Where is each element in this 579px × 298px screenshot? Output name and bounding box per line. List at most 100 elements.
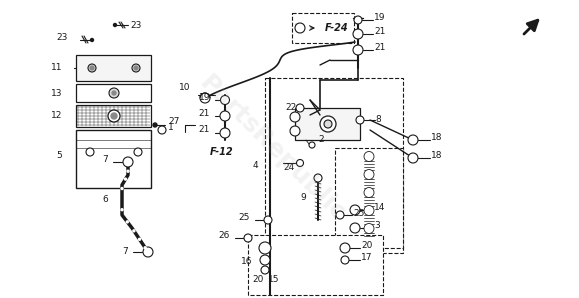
Text: 22: 22 xyxy=(285,103,296,113)
Circle shape xyxy=(112,91,116,95)
Bar xyxy=(76,130,151,188)
Circle shape xyxy=(350,205,360,215)
Circle shape xyxy=(123,157,133,167)
Text: 14: 14 xyxy=(374,204,386,212)
Circle shape xyxy=(158,126,166,134)
Circle shape xyxy=(341,256,349,264)
Circle shape xyxy=(127,161,129,163)
Circle shape xyxy=(354,16,362,24)
Circle shape xyxy=(138,238,141,240)
Circle shape xyxy=(144,247,146,249)
Text: 21: 21 xyxy=(199,125,210,134)
Text: 21: 21 xyxy=(374,44,386,52)
Circle shape xyxy=(126,221,129,223)
Text: 8: 8 xyxy=(375,116,381,125)
Bar xyxy=(76,84,151,102)
Circle shape xyxy=(350,223,360,233)
Text: 27: 27 xyxy=(168,117,179,126)
Text: F-24: F-24 xyxy=(325,23,349,33)
Circle shape xyxy=(220,111,230,121)
Text: 25: 25 xyxy=(239,212,250,221)
Text: 18: 18 xyxy=(431,151,442,161)
Text: 2: 2 xyxy=(318,136,324,145)
Text: 21: 21 xyxy=(199,108,210,117)
Circle shape xyxy=(127,170,129,172)
Text: 12: 12 xyxy=(50,111,62,120)
Circle shape xyxy=(133,230,135,232)
Text: 26: 26 xyxy=(219,232,230,240)
Circle shape xyxy=(353,29,363,39)
Circle shape xyxy=(109,88,119,98)
Circle shape xyxy=(90,66,94,70)
Circle shape xyxy=(132,64,140,72)
Circle shape xyxy=(364,224,374,234)
Text: 24: 24 xyxy=(283,164,294,173)
Text: 23: 23 xyxy=(130,21,141,30)
Circle shape xyxy=(220,128,230,138)
Text: 3: 3 xyxy=(374,221,380,230)
Circle shape xyxy=(364,151,374,162)
Text: PartsRepublic: PartsRepublic xyxy=(195,71,350,227)
Circle shape xyxy=(408,135,418,145)
Circle shape xyxy=(90,38,93,41)
Bar xyxy=(335,148,403,248)
Circle shape xyxy=(260,255,270,265)
Bar xyxy=(76,55,151,81)
Circle shape xyxy=(124,178,127,180)
Circle shape xyxy=(88,64,96,72)
Text: 9: 9 xyxy=(300,193,306,203)
Text: 23: 23 xyxy=(57,33,68,43)
Text: 7: 7 xyxy=(122,248,128,257)
Circle shape xyxy=(121,187,123,190)
Circle shape xyxy=(290,126,300,136)
Text: 18: 18 xyxy=(431,134,442,142)
Circle shape xyxy=(296,159,303,167)
Circle shape xyxy=(134,66,138,70)
Circle shape xyxy=(221,95,229,105)
Bar xyxy=(295,108,360,140)
Text: 6: 6 xyxy=(102,195,108,204)
Circle shape xyxy=(309,142,315,148)
Bar xyxy=(265,78,403,253)
Circle shape xyxy=(113,24,116,27)
Bar xyxy=(248,235,383,295)
Text: 19: 19 xyxy=(374,13,386,23)
Circle shape xyxy=(353,45,363,55)
Circle shape xyxy=(108,110,120,122)
Circle shape xyxy=(134,148,142,156)
Text: 25: 25 xyxy=(353,209,364,218)
Circle shape xyxy=(259,242,271,254)
Circle shape xyxy=(261,266,269,274)
Circle shape xyxy=(290,112,300,122)
Text: 5: 5 xyxy=(56,150,62,159)
Text: 21: 21 xyxy=(374,27,386,36)
Circle shape xyxy=(314,174,322,182)
Text: 4: 4 xyxy=(252,161,258,170)
Text: 10: 10 xyxy=(178,83,190,92)
Circle shape xyxy=(264,216,272,224)
Bar xyxy=(292,13,354,43)
Circle shape xyxy=(121,209,123,211)
Text: 16: 16 xyxy=(240,257,252,266)
Text: 20: 20 xyxy=(252,275,263,285)
Circle shape xyxy=(295,23,305,33)
Circle shape xyxy=(296,104,304,112)
Circle shape xyxy=(356,116,364,124)
Text: 11: 11 xyxy=(50,63,62,72)
Circle shape xyxy=(336,211,344,219)
Text: 13: 13 xyxy=(50,89,62,97)
Circle shape xyxy=(364,206,374,215)
Text: 7: 7 xyxy=(102,156,108,164)
Circle shape xyxy=(200,93,210,103)
Circle shape xyxy=(153,123,157,127)
Text: 20: 20 xyxy=(361,241,372,251)
Text: 17: 17 xyxy=(361,254,372,263)
Circle shape xyxy=(86,148,94,156)
Text: 15: 15 xyxy=(268,275,280,285)
Text: 19: 19 xyxy=(199,92,210,102)
Bar xyxy=(76,105,151,127)
Circle shape xyxy=(320,116,336,132)
Circle shape xyxy=(147,251,149,253)
Circle shape xyxy=(408,153,418,163)
Circle shape xyxy=(364,170,374,179)
